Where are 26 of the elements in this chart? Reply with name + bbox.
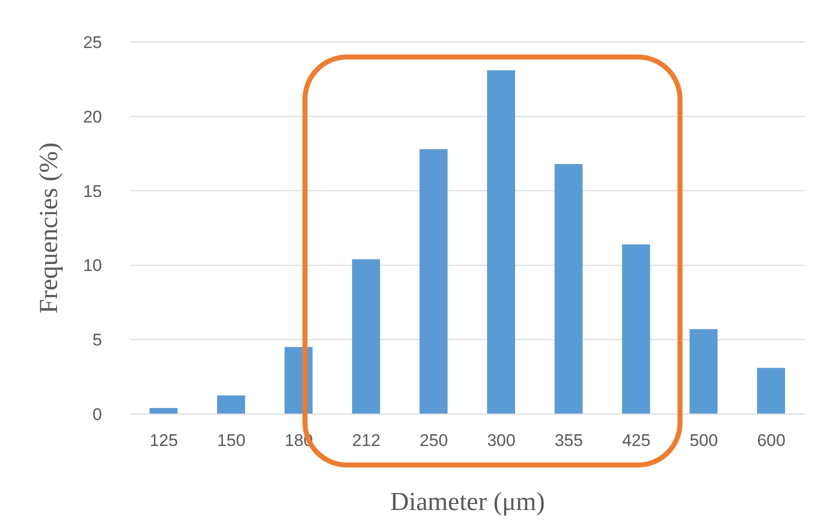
x-tick-label: 300 [487,431,516,450]
y-axis-title: Frequencies (%) [34,142,64,314]
x-axis-title: Diameter (μm) [390,487,545,516]
x-tick-label: 250 [420,431,448,450]
y-tick-label: 25 [83,33,102,52]
bar [217,395,246,414]
x-tick-label: 150 [217,431,246,450]
bar [757,368,786,414]
y-tick-label: 15 [83,182,102,201]
bar [487,70,516,414]
y-tick-label: 0 [92,405,102,424]
y-tick-label: 20 [83,107,102,126]
x-tick-label: 212 [352,431,380,450]
x-tick-label: 600 [757,431,786,450]
x-tick-label: 125 [150,431,178,450]
x-tick-label: 500 [690,431,718,450]
bar [150,408,178,414]
bar [622,244,650,414]
y-tick-label: 10 [83,256,102,276]
x-tick-label: 355 [554,431,583,450]
x-tick-label: 425 [622,431,650,450]
bar [554,164,583,414]
y-tick-label: 5 [92,330,102,350]
bar [690,329,718,414]
bar [352,259,380,414]
bar [420,149,448,414]
